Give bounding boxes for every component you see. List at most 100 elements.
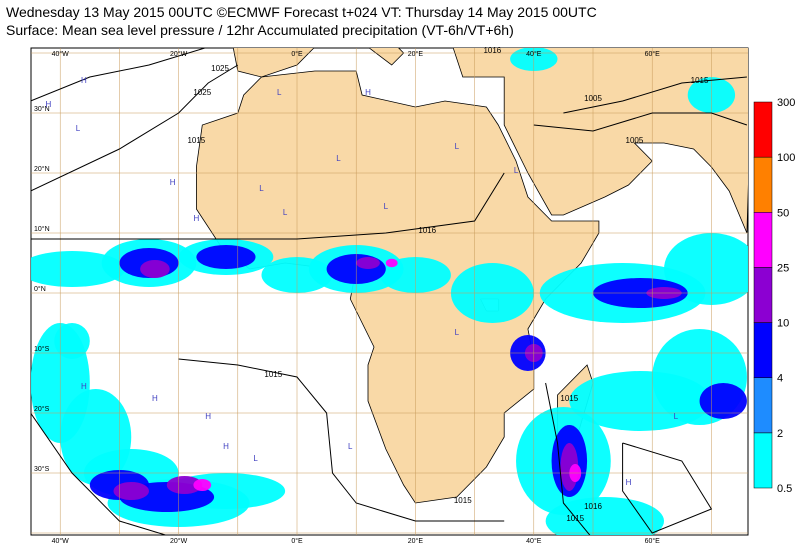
pressure-center: H <box>205 412 211 421</box>
lat-label: 30°S <box>34 465 50 473</box>
landmass <box>232 48 315 78</box>
pressure-center: L <box>348 442 353 451</box>
isobar-label: 1005 <box>626 136 644 145</box>
lon-label: 0°E <box>291 50 303 58</box>
lon-label: 20°E <box>408 537 424 545</box>
pressure-center: L <box>277 88 282 97</box>
precip-area <box>664 233 748 305</box>
isobar-label: 1025 <box>193 88 211 97</box>
lon-label: 40°E <box>526 50 542 58</box>
isobar-label: 1015 <box>560 394 578 403</box>
isobar-label: 1025 <box>211 64 229 73</box>
colorbar-label: 4 <box>777 373 783 385</box>
pressure-center: H <box>81 382 87 391</box>
colorbar-label: 100 <box>777 152 795 164</box>
precip-area <box>196 245 256 269</box>
colorbar-label: 0.5 <box>777 483 792 495</box>
pressure-center: H <box>626 478 632 487</box>
pressure-center: H <box>223 442 229 451</box>
pressure-center: L <box>455 142 460 151</box>
pressure-center: H <box>81 76 87 85</box>
precip-area <box>140 260 170 278</box>
isobar-label: 1015 <box>566 514 584 523</box>
landmass <box>452 48 748 234</box>
lat-label: 20°N <box>34 165 50 173</box>
lon-label: 20°W <box>170 537 188 545</box>
lon-label: 20°E <box>408 50 424 58</box>
pressure-center: L <box>336 154 341 163</box>
colorbar-segment <box>753 377 773 434</box>
lon-label: 60°E <box>645 50 661 58</box>
pressure-center: L <box>259 184 264 193</box>
colorbar-segment <box>753 212 773 268</box>
lon-label: 20°W <box>170 50 188 58</box>
lat-label: 10°S <box>34 345 50 353</box>
colorbar-label: 50 <box>777 207 789 219</box>
isobar <box>31 64 239 192</box>
colorbar-label: 300 <box>777 97 795 109</box>
isobar <box>31 412 168 535</box>
precip-area <box>54 323 90 359</box>
colorbar-label: 25 <box>777 262 789 274</box>
pressure-center: L <box>384 202 389 211</box>
pressure-center: L <box>253 454 258 463</box>
lon-label: 60°E <box>645 537 661 545</box>
lon-label: 0°E <box>291 537 303 545</box>
lon-label: 40°W <box>52 50 70 58</box>
pressure-center: L <box>76 124 81 133</box>
isobar-label: 1015 <box>691 76 709 85</box>
pressure-center: L <box>674 412 679 421</box>
isobar <box>563 76 747 114</box>
isobar <box>31 172 505 240</box>
lat-label: 30°N <box>34 105 50 113</box>
isobar-label: 1016 <box>483 46 501 55</box>
isobar <box>533 112 748 132</box>
precip-area <box>166 476 203 494</box>
pressure-center: H <box>152 394 158 403</box>
pressure-center: H <box>170 178 176 187</box>
precip-area <box>113 482 149 500</box>
isobars <box>31 48 748 535</box>
colorbar-label: 2 <box>777 428 783 440</box>
subtitle: Surface: Mean sea level pressure / 12hr … <box>6 22 514 38</box>
colorbar-segment <box>753 101 773 158</box>
lon-label: 40°W <box>52 537 70 545</box>
precip-area <box>545 497 665 535</box>
pressure-center: H <box>193 214 199 223</box>
pressure-center: H <box>365 88 371 97</box>
precip-area <box>31 251 126 287</box>
precip-area <box>356 257 380 269</box>
colorbar-segment <box>753 322 773 378</box>
pressure-center: H <box>45 100 51 109</box>
isobar <box>622 442 713 534</box>
colorbar-label: 10 <box>777 318 789 330</box>
precip-area <box>193 479 212 491</box>
isobar <box>31 48 207 102</box>
title: Wednesday 13 May 2015 00UTC ©ECMWF Forec… <box>6 4 597 20</box>
isobar-label: 1005 <box>584 94 602 103</box>
isobar <box>178 358 505 522</box>
landmass <box>368 48 405 66</box>
colorbar: 0.5 2 4 10 25 50 100 300 <box>753 97 795 495</box>
lon-label: 40°E <box>526 537 542 545</box>
isobar-label: 1015 <box>187 136 205 145</box>
pressure-center: L <box>283 208 288 217</box>
lat-label: 20°S <box>34 405 50 413</box>
pressure-center: L <box>455 328 460 337</box>
isobar <box>545 382 591 535</box>
precip-area <box>385 258 398 268</box>
colorbar-segment <box>753 156 773 213</box>
isobar-label: 1016 <box>418 226 436 235</box>
lat-label: 10°N <box>34 225 50 233</box>
isobar-label: 1015 <box>454 496 472 505</box>
graticule <box>31 48 748 535</box>
colorbar-segment <box>753 432 773 489</box>
lat-label: 0°N <box>34 285 46 293</box>
precip-area <box>699 383 747 419</box>
colorbar-segment <box>753 267 773 323</box>
labels: 40°W 40°W 20°W 20°W 0°E 0°E 20°E 20°E 40°E 40°E 60… <box>34 46 709 545</box>
pressure-center: L <box>514 166 519 175</box>
isobar-label: 1016 <box>584 502 602 511</box>
